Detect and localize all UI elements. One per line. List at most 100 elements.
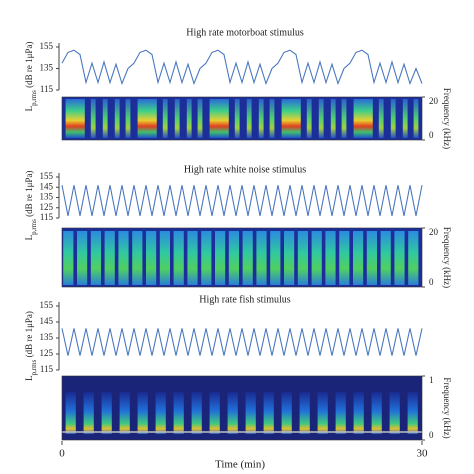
y-tick-label: 125 [40,202,54,212]
spectrogram-band [146,231,157,285]
spectrogram-band [65,99,85,138]
spec-y-tick-label: 0 [429,277,434,287]
x-tick-label: 0 [59,448,65,460]
spectrogram-band [325,231,336,285]
spectrogram-band [90,231,101,285]
spectrogram-band [209,99,229,138]
spec-y-label: Frequency (kHz) [442,377,452,438]
level-line [61,49,423,86]
y-tick-label: 135 [40,192,54,202]
spectrogram-band [155,392,166,434]
spectrogram-band [311,231,322,285]
y-label-unit: (dB re 1μPa) [24,171,34,220]
spectrogram-band [299,392,310,434]
y-tick-label: 155 [40,171,54,181]
spectrogram-band [371,392,382,434]
y-label-sub: p,rms [30,359,38,375]
spectrogram-band [378,99,384,138]
spectrogram-frame [61,375,423,441]
spectrogram-band [90,99,96,138]
spectrogram-band [284,231,295,285]
spec-y-tick-label: 1 [429,375,434,385]
spectrogram-band [402,99,408,138]
spectrogram-band [173,392,184,434]
spectrogram-band [335,392,346,434]
spectrogram-band [63,231,74,285]
spectrogram-band [173,231,184,285]
y-tick-label: 135 [40,332,54,342]
y-label-main: L [24,106,34,112]
spectrogram-band [119,392,130,434]
spectrogram-band [366,231,377,285]
spec-y-tick-label: 20 [429,96,439,106]
spec-y-tick-label: 0 [429,130,434,140]
spectrogram-band [353,392,364,434]
spectrogram-band [330,99,336,138]
x-tick-label: 30 [417,448,429,460]
spectrogram-band [270,231,281,285]
spectrogram-band [118,231,129,285]
y-tick-label: 115 [40,84,54,94]
y-label-unit: (dB re 1μPa) [24,42,34,91]
y-tick-label: 115 [40,212,54,222]
spectrogram-band [353,99,373,138]
spectrogram-band [102,99,108,138]
spectrogram-band [228,231,239,285]
x-axis-label: Time (min) [215,459,265,471]
chart-title: High rate fish stimulus [199,294,290,305]
y-label-main: L [24,375,34,381]
y-tick-label: 135 [40,63,54,73]
spec-y-tick-label: 0 [429,430,434,440]
spectrogram-band [408,231,419,285]
spectrogram-frame [61,227,423,288]
chart-title: High rate motorboat stimulus [186,27,304,38]
spectrogram-band [215,231,226,285]
y-tick-label: 155 [40,41,54,51]
spectrogram-band [353,231,364,285]
spectrogram-band [256,231,267,285]
spectrogram-band [77,231,88,285]
spectrogram-band [306,99,312,138]
spec-y-label: Frequency (kHz) [442,88,452,149]
spec-y-tick-label: 20 [429,227,439,237]
spectrogram-band [281,392,292,434]
spec-y-label: Frequency (kHz) [442,227,452,288]
spectrogram-band [318,99,324,138]
spectrogram-band [390,99,396,138]
spectrogram-band [380,231,391,285]
chart-title: High rate white noise stimulus [184,164,306,175]
y-tick-label: 125 [40,348,54,358]
spectrogram-frame [61,96,423,141]
y-label-sub: p,rms [30,219,38,235]
y-tick-label: 145 [40,181,54,191]
spectrogram-band [246,99,252,138]
spectrogram-band [258,99,264,138]
spectrogram-band [174,99,180,138]
spectrogram-band [201,231,212,285]
spectrogram-band [83,392,94,434]
spectrogram-band [269,99,275,138]
y-label-unit: (dB re 1μPa) [24,311,34,360]
spectrogram-band [263,392,274,434]
spectrogram-band [242,231,253,285]
spectrogram-band [125,99,131,138]
spectrogram-band [104,231,115,285]
spectrogram-band [389,392,400,434]
y-axis-label: Lp,rms (dB re 1μPa) [24,311,38,381]
spectrogram-band [191,392,202,434]
spectrogram-band [101,392,112,434]
spectrogram-band [245,392,256,434]
spectrogram-band [209,392,220,434]
spectrogram-band [317,392,328,434]
y-tick-label: 145 [40,316,54,326]
level-line [61,328,423,356]
spectrogram-bg [62,376,422,440]
spectrogram-band [114,99,120,138]
spectrogram-band [162,99,168,138]
y-tick-label: 115 [40,364,54,374]
spectrogram-band [227,392,238,434]
spectrogram-band [281,99,301,138]
spectrogram-band [186,99,192,138]
spectrogram-band [341,99,347,138]
